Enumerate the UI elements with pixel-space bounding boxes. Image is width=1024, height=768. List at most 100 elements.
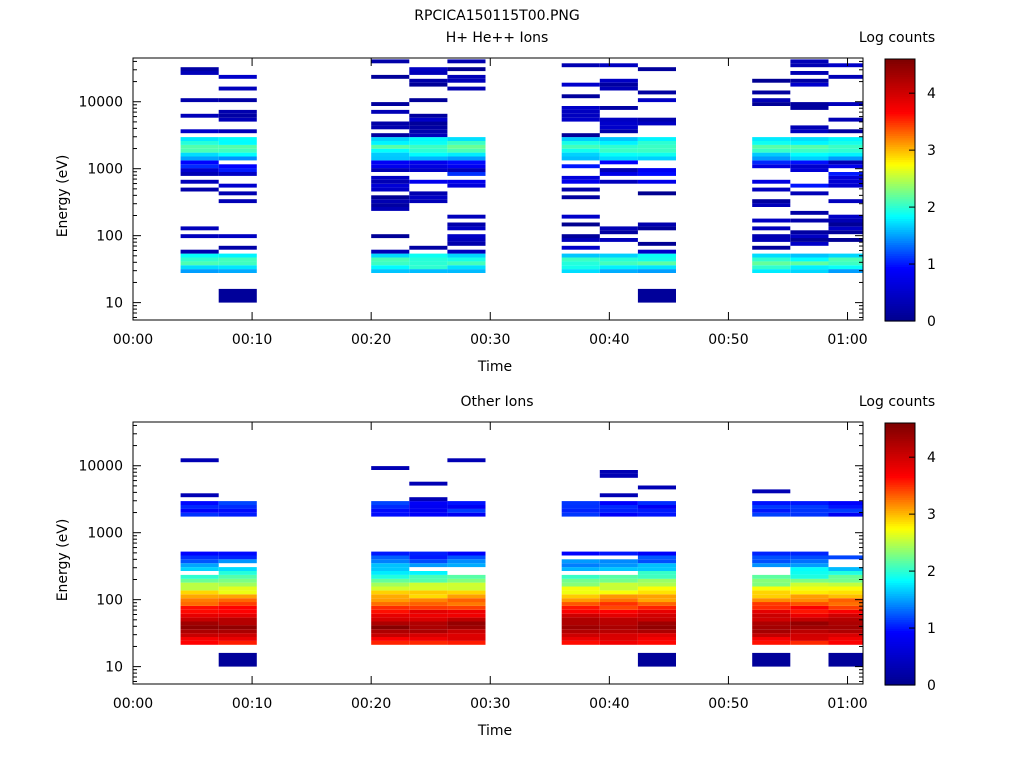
colorbar-slice: [885, 425, 915, 428]
heat-cell: [561, 617, 600, 622]
heat-cell: [790, 505, 829, 509]
heat-cell: [637, 629, 676, 634]
colorbar-slice: [885, 174, 915, 178]
colorbar-slice: [885, 100, 915, 104]
heat-cell: [218, 652, 257, 667]
heat-cell: [599, 148, 638, 153]
colorbar-slice: [885, 612, 915, 616]
colorbar-slice: [885, 251, 915, 254]
colorbar-slice: [885, 207, 915, 211]
heat-cell: [447, 249, 486, 254]
heat-cell: [561, 261, 600, 266]
colorbar-slice: [885, 529, 915, 533]
colorbar-tick-label: 1: [927, 257, 936, 273]
panel-other-ions: Other Ions Log counts 00:00 00:10 00:20 00:…: [55, 394, 936, 739]
heat-cell: [561, 602, 600, 606]
heat-cell: [828, 621, 863, 626]
heat-cell: [828, 637, 863, 641]
heat-cell: [218, 98, 257, 103]
heat-cell: [409, 168, 448, 172]
y-tick-label: 10: [105, 660, 123, 676]
heat-cell: [180, 265, 219, 270]
colorbar-slice: [885, 663, 915, 666]
heat-cell: [599, 586, 638, 591]
colorbar-slice: [885, 224, 915, 228]
heat-cell: [599, 621, 638, 626]
heat-cell: [599, 82, 638, 87]
colorbar-slice: [885, 176, 915, 180]
heat-cell: [218, 613, 257, 618]
heat-cell: [599, 121, 638, 126]
heat-cell: [180, 234, 219, 239]
heat-cell: [828, 571, 863, 575]
heat-cell: [218, 152, 257, 157]
heat-cell: [752, 269, 791, 273]
heat-cell: [790, 625, 829, 630]
x-tick-label: 00:50: [708, 332, 748, 348]
heat-cell: [218, 199, 257, 204]
heat-cell: [561, 625, 600, 630]
colorbar-slice: [885, 665, 915, 669]
heat-cell: [790, 559, 829, 564]
colorbar-slice: [885, 671, 915, 675]
heat-cell: [218, 602, 257, 606]
heat-cell: [180, 113, 219, 118]
colorbar-slice: [885, 281, 915, 285]
heat-cell: [218, 265, 257, 270]
heat-cell: [409, 152, 448, 157]
heat-cell: [752, 609, 791, 614]
colorbar-slice: [885, 98, 915, 102]
heat-cell: [637, 574, 676, 579]
colorbar-slice: [885, 610, 915, 614]
heat-cell: [561, 214, 600, 219]
heat-cell: [371, 183, 410, 188]
heat-cell: [447, 594, 486, 599]
heat-cell: [828, 633, 863, 637]
heat-cell: [790, 253, 829, 258]
heat-cell: [180, 257, 219, 262]
heat-cell: [828, 152, 863, 157]
heat-cell: [409, 633, 448, 637]
heat-cell: [371, 249, 410, 254]
y-tick-label: 1000: [87, 162, 123, 178]
heat-cell: [828, 129, 863, 134]
heat-cell: [637, 609, 676, 614]
colorbar-tick-label: 0: [927, 314, 936, 330]
heat-cell: [447, 78, 486, 83]
heat-cell: [371, 625, 410, 630]
colorbar-slice: [885, 468, 915, 472]
colorbar-slice: [885, 575, 915, 579]
heat-cell: [371, 571, 410, 575]
heat-cell: [180, 559, 219, 564]
heat-cell: [599, 238, 638, 242]
axis-ticks: 00:00 00:10 00:20 00:30 00:40 00:50 01:00 10 100…: [78, 58, 868, 348]
heat-cell: [218, 582, 257, 587]
heat-cell: [637, 253, 676, 258]
colorbar-slice: [885, 549, 915, 553]
colorbar-tick-label: 4: [927, 450, 936, 466]
heat-cell: [371, 563, 410, 568]
heat-cell: [790, 640, 829, 645]
colorbar-slice: [885, 551, 915, 555]
heat-cell: [447, 152, 486, 157]
heat-cell: [637, 621, 676, 626]
x-tick-label: 01:00: [827, 696, 867, 712]
colorbar-slice: [885, 266, 915, 270]
colorbar-slice: [885, 429, 915, 433]
axis-ticks: 00:00 00:10 00:20 00:30 00:40 00:50 01:00 10 100…: [78, 422, 868, 712]
heat-cell: [371, 505, 410, 509]
colorbar-slice: [885, 457, 915, 461]
heat-cell: [180, 605, 219, 610]
heat-cell: [561, 156, 600, 161]
heat-cell: [180, 141, 219, 145]
heat-cell: [752, 78, 791, 83]
heat-cell: [828, 652, 863, 667]
colorbar-slice: [885, 157, 915, 161]
heat-cell: [637, 168, 676, 172]
heat-cell: [447, 141, 486, 145]
heat-cell: [371, 590, 410, 595]
heat-cell: [218, 129, 257, 134]
colorbar-slice: [885, 481, 915, 485]
heat-cell: [561, 175, 600, 180]
heat-cell: [371, 617, 410, 622]
